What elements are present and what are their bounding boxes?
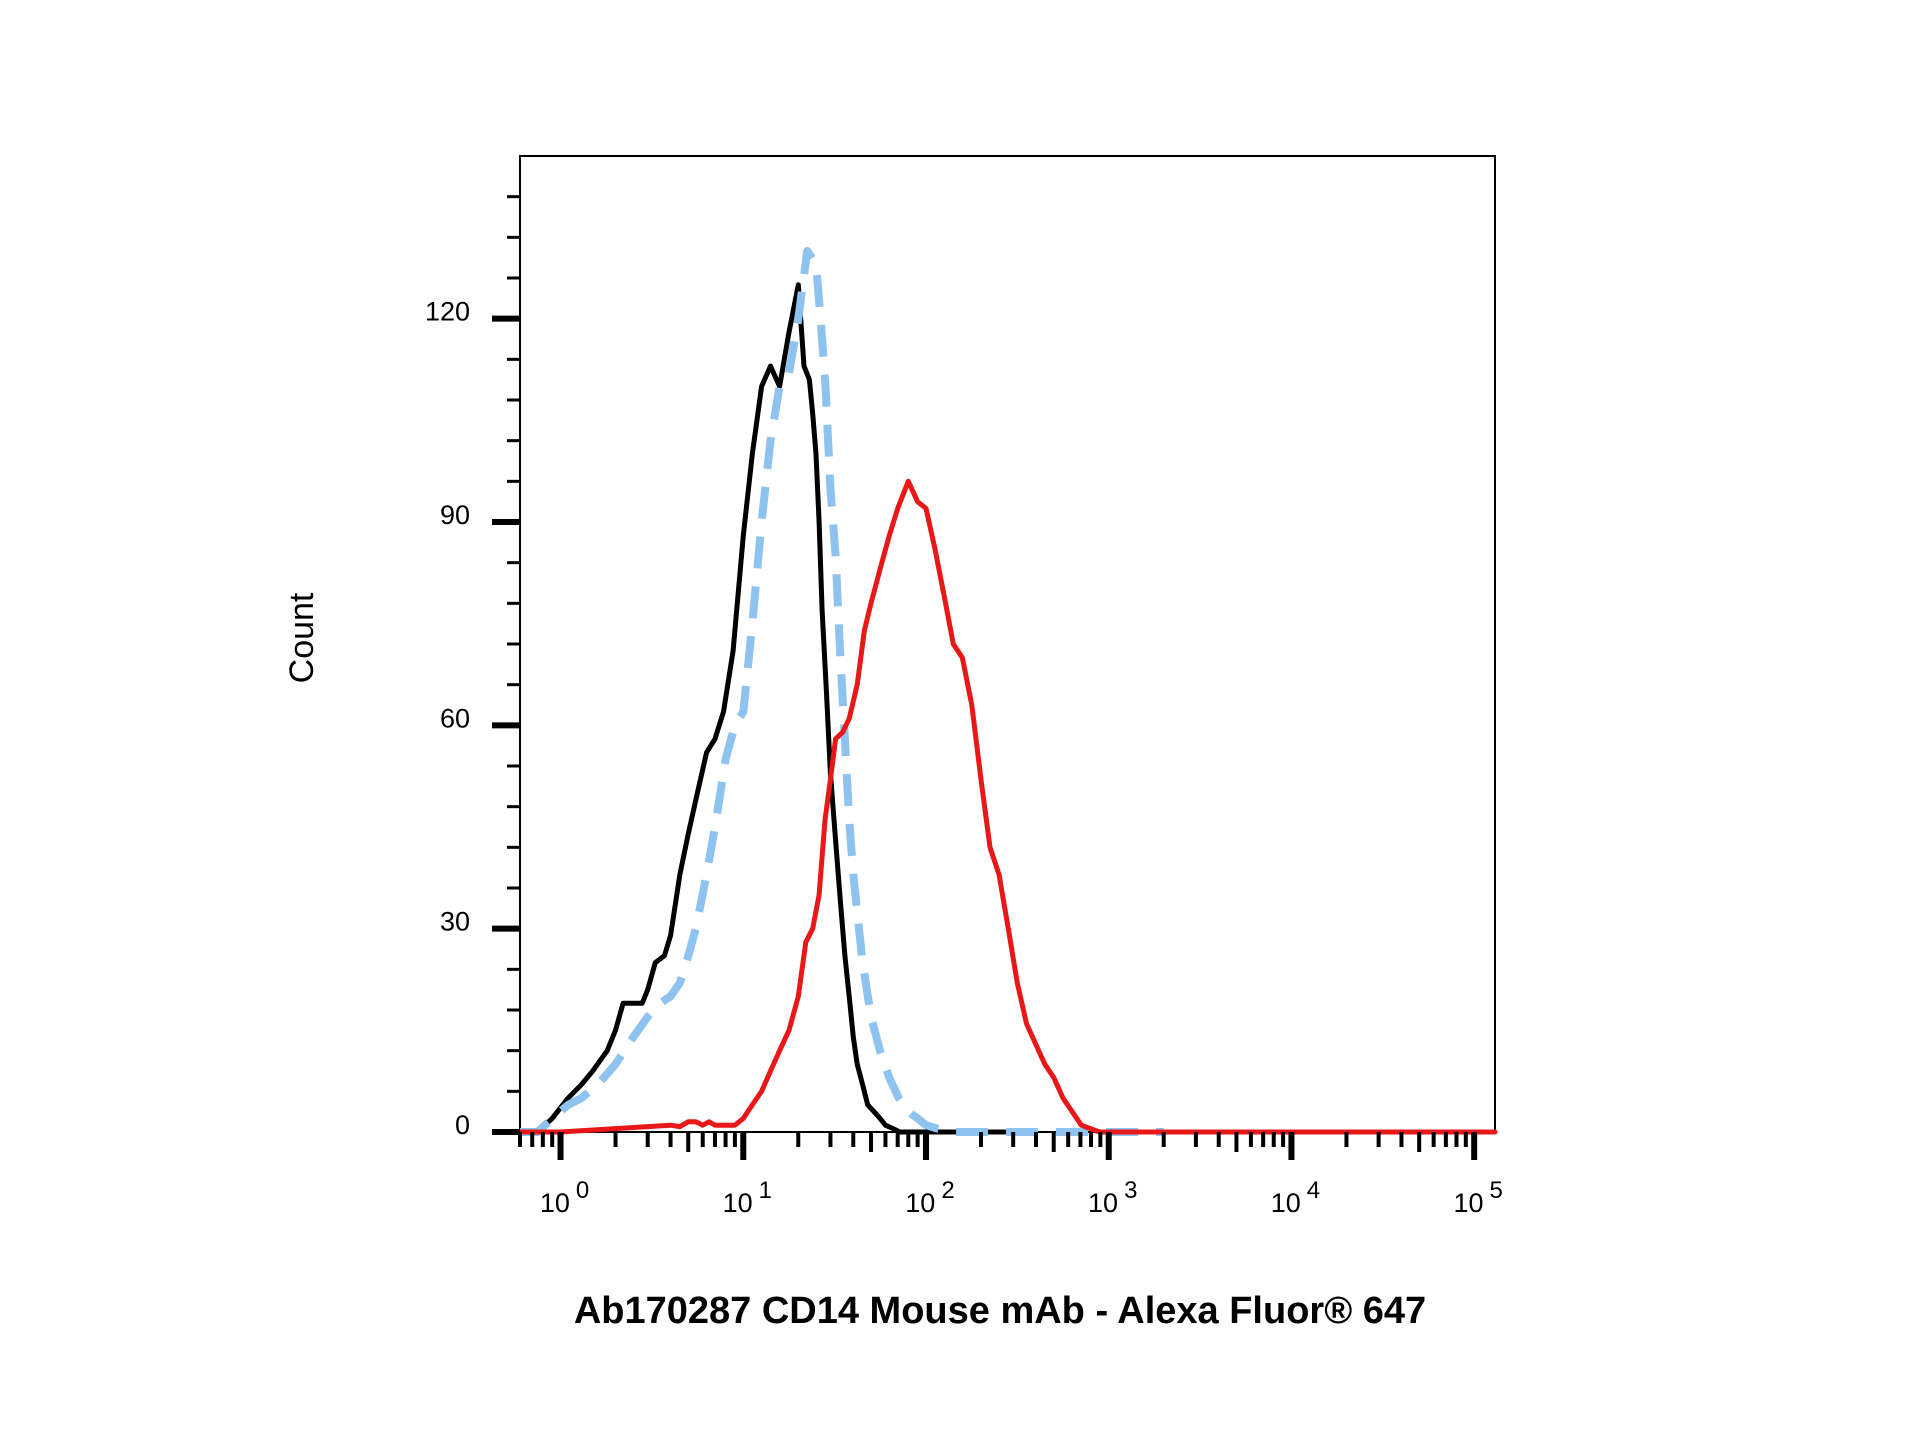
series-layer [517,246,1498,1136]
series-line-1 [517,282,1008,1135]
x-tick-label: 10 2 [905,1177,954,1218]
y-axis: 0 30 60 90 120 [425,195,520,1140]
y-tick-label: 30 [440,907,470,937]
x-tick-label: 10 3 [1088,1177,1137,1218]
y-tick-label: 120 [425,297,470,327]
y-axis-title: Count [283,592,321,683]
x-tick-label: 10 4 [1271,1177,1320,1218]
x-tick-label: 10 1 [723,1177,772,1218]
x-axis: 10 0 10 1 10 2 10 3 10 4 10 5 [518,1132,1503,1218]
y-tick-label: 60 [440,703,470,733]
x-tick-label: 10 5 [1453,1177,1502,1218]
series-line-2 [520,246,1164,1136]
y-tick-label: 0 [455,1110,470,1140]
y-tick-label: 90 [440,500,470,530]
plot-frame [519,155,1496,1133]
x-axis-title: Ab170287 CD14 Mouse mAb - Alexa Fluor® 6… [574,1290,1426,1332]
x-tick-label: 10 0 [540,1177,589,1218]
series-line-3 [517,478,1498,1135]
